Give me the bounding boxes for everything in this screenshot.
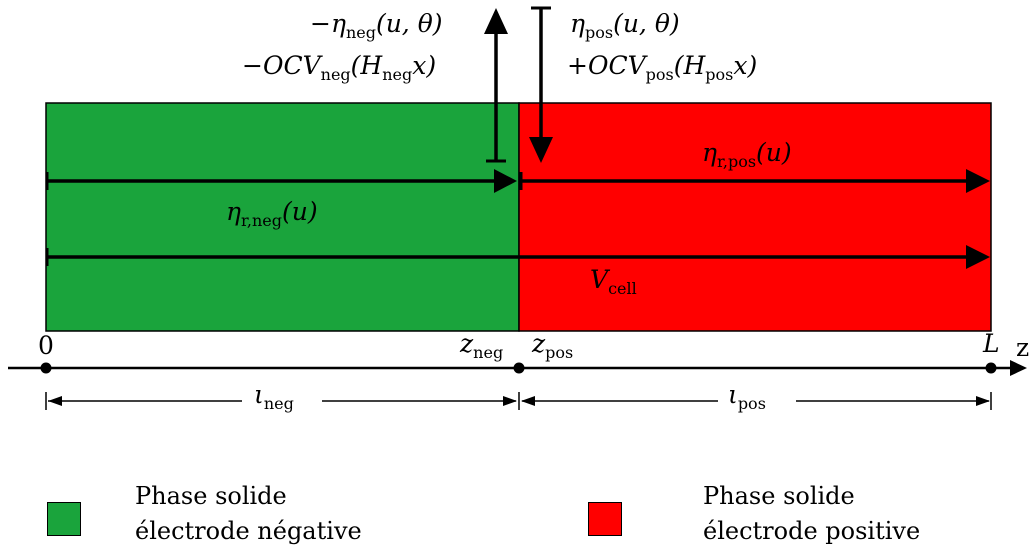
legend-negative-line2: électrode négative	[135, 517, 362, 545]
l-pos-label: ιpos	[728, 380, 766, 413]
axis-zero-label: 0	[38, 331, 54, 360]
l-pos-dimension	[521, 392, 992, 410]
legend-positive-line2: électrode positive	[703, 517, 921, 545]
legend-positive-swatch	[588, 502, 622, 536]
legend-negative-swatch	[47, 502, 81, 536]
ocv-pos-label: +OCVpos(Hposx)	[567, 51, 758, 84]
eta-pos-label: ηpos(u, θ)	[570, 9, 680, 42]
legend-negative-line1: Phase solide	[135, 482, 287, 510]
l-neg-dimension	[45, 392, 520, 410]
z-neg-label: zneg	[460, 329, 504, 362]
axis-L-label: L	[983, 329, 1000, 358]
eta-neg-label: −ηneg(u, θ)	[310, 9, 443, 42]
z-axis	[8, 360, 1027, 376]
legend-negative-text: Phase solide électrode négative	[135, 479, 362, 549]
legend-positive-line1: Phase solide	[703, 482, 855, 510]
eta-neg-up-arrow	[484, 8, 508, 163]
eta-pos-down-arrow	[529, 6, 553, 163]
ocv-neg-label: −OCVneg(Hnegx)	[242, 51, 437, 84]
axis-point-z-neg	[513, 362, 525, 374]
l-neg-label: ιneg	[254, 380, 294, 413]
axis-point-L	[985, 362, 997, 374]
v-cell-label: Vcell	[590, 265, 637, 298]
positive-electrode-region	[518, 102, 992, 332]
eta-r-pos-label: ηr,pos(u)	[702, 138, 792, 171]
v-cell-arrow	[45, 245, 990, 269]
axis-z-label: z	[1016, 333, 1030, 362]
axis-point-zero	[40, 362, 52, 374]
negative-electrode-region	[45, 102, 520, 332]
eta-r-pos-arrow	[519, 169, 990, 193]
legend-positive-text: Phase solide électrode positive	[703, 479, 920, 549]
eta-r-neg-label: ηr,neg(u)	[226, 197, 318, 230]
eta-r-neg-arrow	[45, 169, 517, 193]
z-pos-label: zpos	[532, 329, 574, 362]
